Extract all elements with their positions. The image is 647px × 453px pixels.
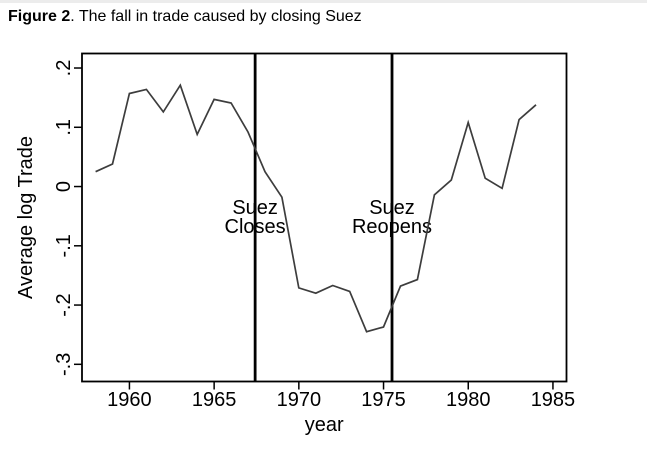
plot-border: [81, 52, 568, 383]
event-label-line1: Suez: [369, 197, 415, 219]
y-axis-title: Average log Trade: [15, 136, 37, 299]
x-tick-label: 1975: [361, 389, 406, 411]
trade-series-line: [95, 83, 537, 333]
y-tick-label: -.3: [53, 353, 75, 376]
x-tick-label: 1965: [192, 389, 237, 411]
event-label-line2: Closes: [225, 216, 286, 238]
x-tick-label: 1960: [107, 389, 152, 411]
figure-caption-text: . The fall in trade caused by closing Su…: [70, 8, 362, 25]
y-tick-label: 0: [53, 181, 75, 192]
event-label-line1: Suez: [232, 197, 278, 219]
figure-title: Figure 2. The fall in trade caused by cl…: [8, 7, 362, 27]
x-tick-label: 1980: [446, 389, 491, 411]
page-top-edge: [0, 0, 647, 3]
y-tick-label: -.1: [53, 234, 75, 257]
event-label-line2: Reopens: [352, 216, 432, 238]
y-tick-label: .1: [53, 119, 75, 136]
y-tick-label: .2: [53, 60, 75, 77]
y-tick-label: -.2: [53, 293, 75, 316]
x-axis-title: year: [305, 414, 344, 436]
figure-number: Figure 2: [8, 8, 71, 25]
x-tick-label: 1970: [277, 389, 322, 411]
x-tick-label: 1985: [531, 389, 576, 411]
